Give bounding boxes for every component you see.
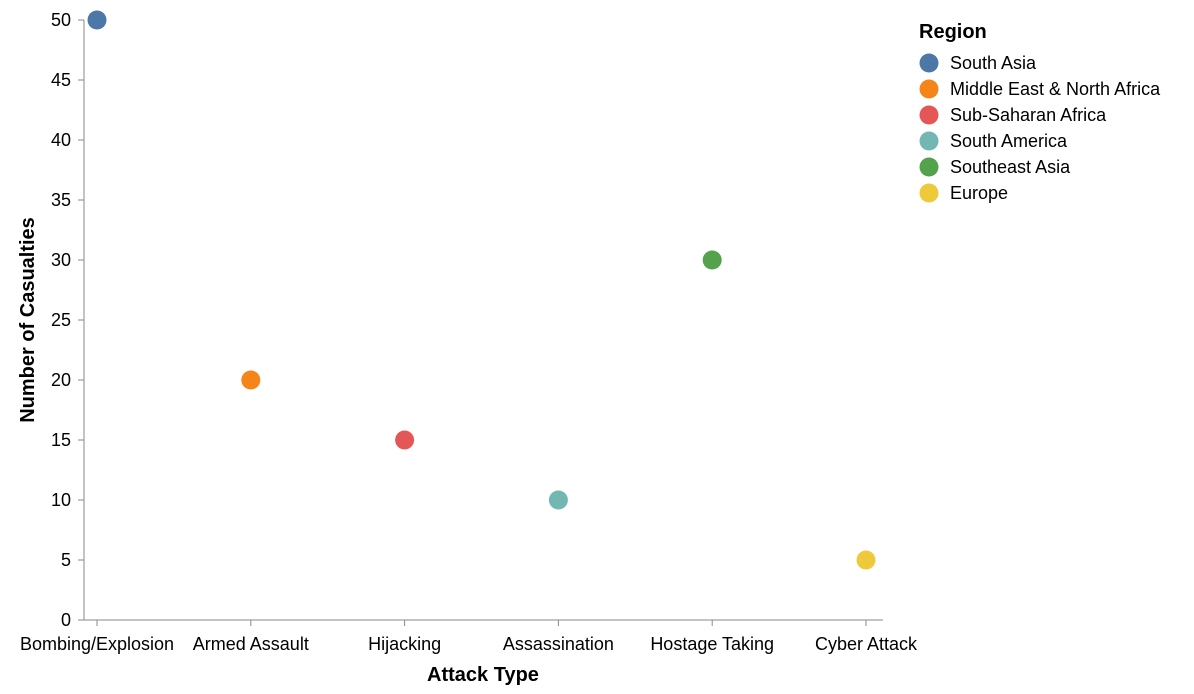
- y-tick-label: 40: [51, 130, 71, 150]
- data-points: [87, 10, 876, 570]
- x-tick-label: Armed Assault: [193, 634, 309, 654]
- y-tick-label: 15: [51, 430, 71, 450]
- data-point: [395, 430, 415, 450]
- y-tick-label: 45: [51, 70, 71, 90]
- legend-swatch: [919, 53, 939, 73]
- legend-swatch: [919, 157, 939, 177]
- data-point: [702, 250, 722, 270]
- y-tick-label: 10: [51, 490, 71, 510]
- y-tick-label: 35: [51, 190, 71, 210]
- y-tick-label: 5: [61, 550, 71, 570]
- x-tick-label: Assassination: [503, 634, 614, 654]
- data-point: [87, 10, 107, 30]
- y-axis-title: Number of Casualties: [17, 217, 39, 423]
- x-tick-label: Cyber Attack: [815, 634, 918, 654]
- data-point: [548, 490, 568, 510]
- legend-swatch: [919, 105, 939, 125]
- x-axis: Bombing/Explosion Armed Assault Hijacking A…: [20, 619, 918, 654]
- y-tick-label: 30: [51, 250, 71, 270]
- legend-title: Region: [919, 21, 987, 43]
- x-axis-title: Attack Type: [427, 664, 539, 686]
- legend-label: Sub-Saharan Africa: [950, 105, 1107, 125]
- x-tick-label: Hijacking: [368, 634, 441, 654]
- legend-label: Europe: [950, 183, 1008, 203]
- y-tick-label: 50: [51, 10, 71, 30]
- legend-label: South Asia: [950, 53, 1037, 73]
- legend: Region South Asia Middle East & North Afr…: [919, 21, 1161, 203]
- y-tick-label: 25: [51, 310, 71, 330]
- y-axis: 0 5 10 15 20 25 30 35 40 45 50: [51, 10, 85, 630]
- legend-swatch: [919, 131, 939, 151]
- legend-label: Southeast Asia: [950, 157, 1071, 177]
- legend-items: South Asia Middle East & North Africa Sub-…: [919, 53, 1161, 203]
- data-point: [856, 550, 876, 570]
- legend-label: Middle East & North Africa: [950, 79, 1161, 99]
- x-tick-label: Hostage Taking: [650, 634, 774, 654]
- data-point: [241, 370, 261, 390]
- x-tick-label: Bombing/Explosion: [20, 634, 174, 654]
- y-tick-label: 20: [51, 370, 71, 390]
- legend-swatch: [919, 79, 939, 99]
- y-tick-label: 0: [61, 610, 71, 630]
- legend-label: South America: [950, 131, 1068, 151]
- legend-swatch: [919, 183, 939, 203]
